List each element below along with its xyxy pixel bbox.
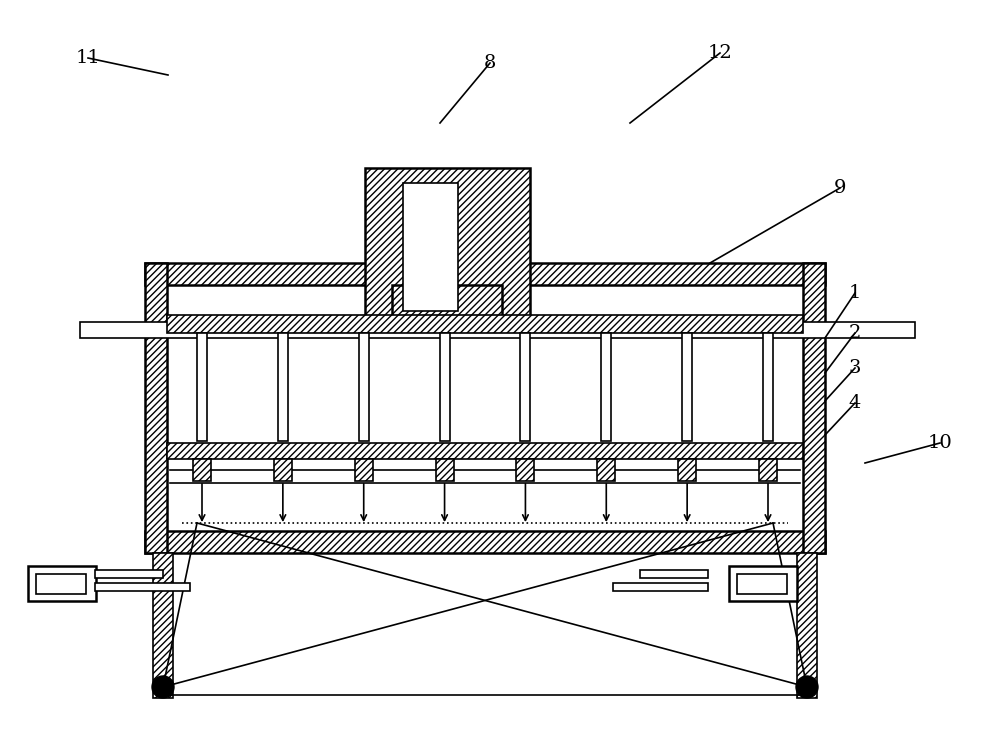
Text: 2: 2 [849, 324, 861, 342]
Bar [392, 285, 502, 323]
Bar [36, 574, 86, 594]
Bar [403, 183, 458, 311]
Bar [95, 583, 190, 590]
Bar [28, 566, 96, 601]
Bar [359, 333, 369, 441]
Bar [80, 322, 915, 338]
Bar [678, 459, 696, 481]
Bar [613, 583, 708, 590]
Bar [167, 443, 803, 459]
Bar [763, 333, 773, 441]
Text: 4: 4 [849, 394, 861, 412]
Text: 8: 8 [484, 54, 496, 72]
Bar [197, 333, 207, 441]
Circle shape [152, 676, 174, 698]
Bar [797, 553, 817, 698]
Bar [729, 566, 797, 601]
Bar [274, 459, 292, 481]
Text: 12: 12 [708, 44, 732, 62]
Text: 11: 11 [76, 49, 100, 67]
Bar [355, 459, 373, 481]
Bar [440, 333, 450, 441]
Bar [803, 263, 825, 553]
Bar [365, 168, 530, 323]
Bar [597, 459, 615, 481]
Text: 9: 9 [834, 179, 846, 197]
Text: 3: 3 [849, 359, 861, 377]
Bar [145, 531, 825, 553]
Bar [601, 333, 611, 441]
Bar [145, 263, 167, 553]
Bar [278, 333, 288, 441]
Bar [145, 263, 825, 285]
Bar [95, 570, 163, 578]
Bar [759, 459, 777, 481]
Bar [640, 570, 708, 578]
Bar [436, 459, 454, 481]
Bar [682, 333, 692, 441]
Bar [193, 459, 211, 481]
Bar [516, 459, 534, 481]
Circle shape [796, 676, 818, 698]
Bar [520, 333, 530, 441]
Bar [737, 574, 787, 594]
Bar [167, 315, 803, 333]
Bar [153, 553, 173, 698]
Text: 1: 1 [849, 284, 861, 302]
Text: 10: 10 [928, 434, 952, 452]
